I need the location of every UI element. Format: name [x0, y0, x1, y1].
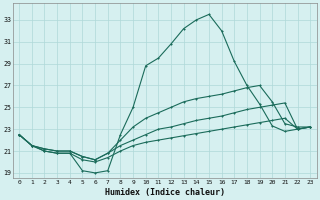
X-axis label: Humidex (Indice chaleur): Humidex (Indice chaleur)	[105, 188, 225, 197]
